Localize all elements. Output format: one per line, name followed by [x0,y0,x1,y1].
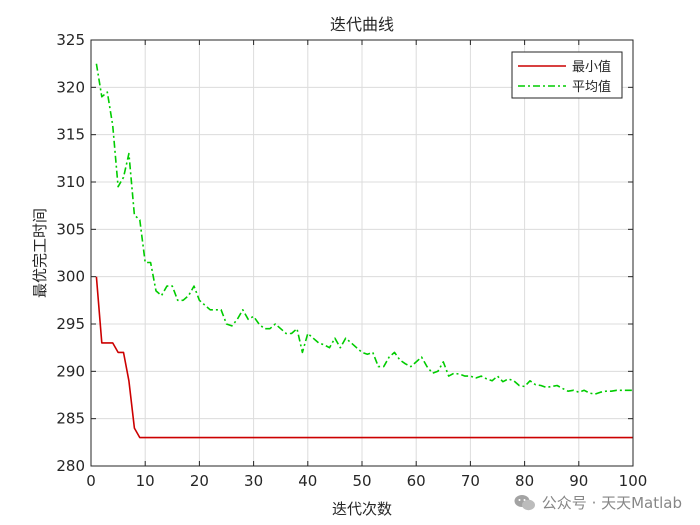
y-tick-label: 315 [56,126,85,144]
x-axis-label: 迭代次数 [332,500,392,518]
series-avg-line [95,63,633,395]
y-tick-label: 300 [56,268,85,286]
watermark: 公众号 · 天天Matlab [514,492,682,513]
wechat-icon [514,494,535,510]
x-tick-label: 40 [298,472,317,490]
x-tick-label: 60 [407,472,426,490]
ticks: 0 10 20 30 40 50 60 70 80 90 100 280 285 290 295 300 305… [56,31,647,490]
legend: 最小值 平均值 [511,51,623,99]
series-min-line [95,276,633,439]
y-tick-label: 285 [56,410,85,428]
legend-box [511,51,623,99]
x-tick-label: 20 [190,472,209,490]
y-tick-label: 320 [56,78,85,96]
x-tick-label: 90 [569,472,588,490]
y-tick-label: 305 [56,220,85,238]
chart-title: 迭代曲线 [330,15,394,34]
x-tick-label: 0 [86,472,96,490]
x-tick-label: 70 [461,472,480,490]
legend-label-avg: 平均值 [572,79,611,95]
x-tick-label: 30 [244,472,263,490]
x-tick-label: 50 [352,472,371,490]
y-axis-label: 最优完工时间 [31,208,49,298]
legend-label-min: 最小值 [572,59,611,75]
x-tick-label: 80 [515,472,534,490]
y-tick-label: 295 [56,315,85,333]
watermark-text: 公众号 · 天天Matlab [541,494,682,512]
y-tick-label: 280 [56,457,85,475]
y-tick-label: 290 [56,362,85,380]
x-tick-label: 10 [136,472,155,490]
y-tick-label: 325 [56,31,85,49]
y-tick-label: 310 [56,173,85,191]
series-layer [95,63,633,439]
x-tick-label: 100 [619,472,648,490]
